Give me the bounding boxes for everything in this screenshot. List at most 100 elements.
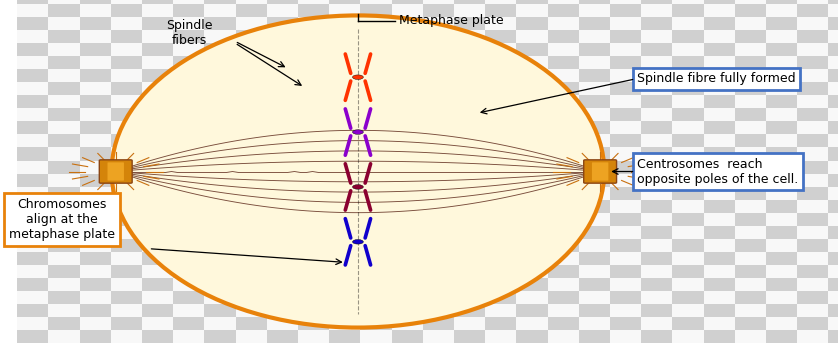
Bar bbox=[486, 187, 517, 200]
Bar bbox=[672, 291, 704, 304]
Bar bbox=[454, 108, 486, 121]
Bar bbox=[49, 43, 80, 56]
Bar bbox=[173, 265, 204, 278]
Bar bbox=[610, 187, 641, 200]
Bar bbox=[298, 200, 329, 213]
Bar bbox=[235, 69, 267, 82]
Bar bbox=[828, 17, 840, 30]
Bar bbox=[423, 82, 454, 95]
Bar bbox=[49, 147, 80, 161]
Bar bbox=[173, 134, 204, 147]
Bar bbox=[329, 0, 360, 4]
Bar bbox=[423, 278, 454, 291]
Bar bbox=[391, 0, 423, 4]
Bar bbox=[391, 4, 423, 17]
Bar bbox=[111, 252, 142, 265]
Bar bbox=[610, 4, 641, 17]
Bar bbox=[329, 82, 360, 95]
Bar bbox=[828, 69, 840, 82]
Bar bbox=[486, 134, 517, 147]
Bar bbox=[704, 252, 735, 265]
Bar bbox=[766, 200, 797, 213]
Bar bbox=[142, 82, 173, 95]
Bar bbox=[204, 161, 235, 174]
Bar bbox=[641, 0, 672, 4]
Bar bbox=[17, 121, 49, 134]
Bar bbox=[797, 108, 828, 121]
Bar bbox=[828, 304, 840, 317]
Bar bbox=[298, 161, 329, 174]
Bar bbox=[735, 317, 766, 330]
Bar bbox=[641, 187, 672, 200]
Bar bbox=[235, 4, 267, 17]
Bar bbox=[704, 121, 735, 134]
Bar bbox=[672, 147, 704, 161]
Bar bbox=[423, 108, 454, 121]
Bar bbox=[579, 252, 610, 265]
Bar bbox=[17, 147, 49, 161]
Bar bbox=[828, 95, 840, 108]
Bar bbox=[486, 121, 517, 134]
Bar bbox=[17, 95, 49, 108]
Bar bbox=[173, 252, 204, 265]
Bar bbox=[641, 239, 672, 252]
Bar bbox=[360, 108, 391, 121]
Bar bbox=[111, 30, 142, 43]
FancyBboxPatch shape bbox=[99, 160, 132, 183]
Bar bbox=[797, 17, 828, 30]
Bar bbox=[828, 252, 840, 265]
Bar bbox=[391, 304, 423, 317]
Bar bbox=[766, 278, 797, 291]
Bar bbox=[704, 0, 735, 4]
Bar bbox=[17, 291, 49, 304]
Bar bbox=[391, 317, 423, 330]
Bar bbox=[80, 304, 111, 317]
Bar bbox=[486, 69, 517, 82]
Bar bbox=[486, 82, 517, 95]
Bar bbox=[610, 69, 641, 82]
Bar bbox=[298, 30, 329, 43]
Bar bbox=[548, 95, 579, 108]
Bar bbox=[548, 226, 579, 239]
Bar bbox=[766, 0, 797, 4]
Bar bbox=[641, 278, 672, 291]
Bar bbox=[391, 147, 423, 161]
Bar bbox=[797, 278, 828, 291]
Bar bbox=[454, 161, 486, 174]
Bar bbox=[49, 278, 80, 291]
Bar bbox=[80, 121, 111, 134]
Bar bbox=[204, 30, 235, 43]
Bar bbox=[173, 30, 204, 43]
Bar bbox=[49, 30, 80, 43]
Bar bbox=[766, 330, 797, 343]
Bar bbox=[173, 174, 204, 187]
Bar bbox=[298, 4, 329, 17]
Bar bbox=[610, 226, 641, 239]
FancyBboxPatch shape bbox=[584, 160, 617, 183]
Bar bbox=[142, 265, 173, 278]
Bar bbox=[735, 226, 766, 239]
Bar bbox=[80, 147, 111, 161]
Bar bbox=[548, 17, 579, 30]
Bar bbox=[423, 213, 454, 226]
Bar bbox=[797, 121, 828, 134]
Bar bbox=[672, 95, 704, 108]
Bar bbox=[360, 134, 391, 147]
Bar bbox=[267, 17, 298, 30]
Bar bbox=[766, 43, 797, 56]
Bar bbox=[391, 121, 423, 134]
Bar bbox=[329, 147, 360, 161]
Bar bbox=[142, 200, 173, 213]
Bar bbox=[579, 56, 610, 69]
Bar bbox=[142, 291, 173, 304]
Bar bbox=[111, 174, 142, 187]
Bar bbox=[329, 278, 360, 291]
Bar bbox=[797, 239, 828, 252]
Bar bbox=[204, 187, 235, 200]
Bar bbox=[704, 226, 735, 239]
Bar bbox=[423, 200, 454, 213]
Bar bbox=[704, 278, 735, 291]
Bar bbox=[360, 330, 391, 343]
Bar bbox=[423, 291, 454, 304]
Bar bbox=[142, 252, 173, 265]
